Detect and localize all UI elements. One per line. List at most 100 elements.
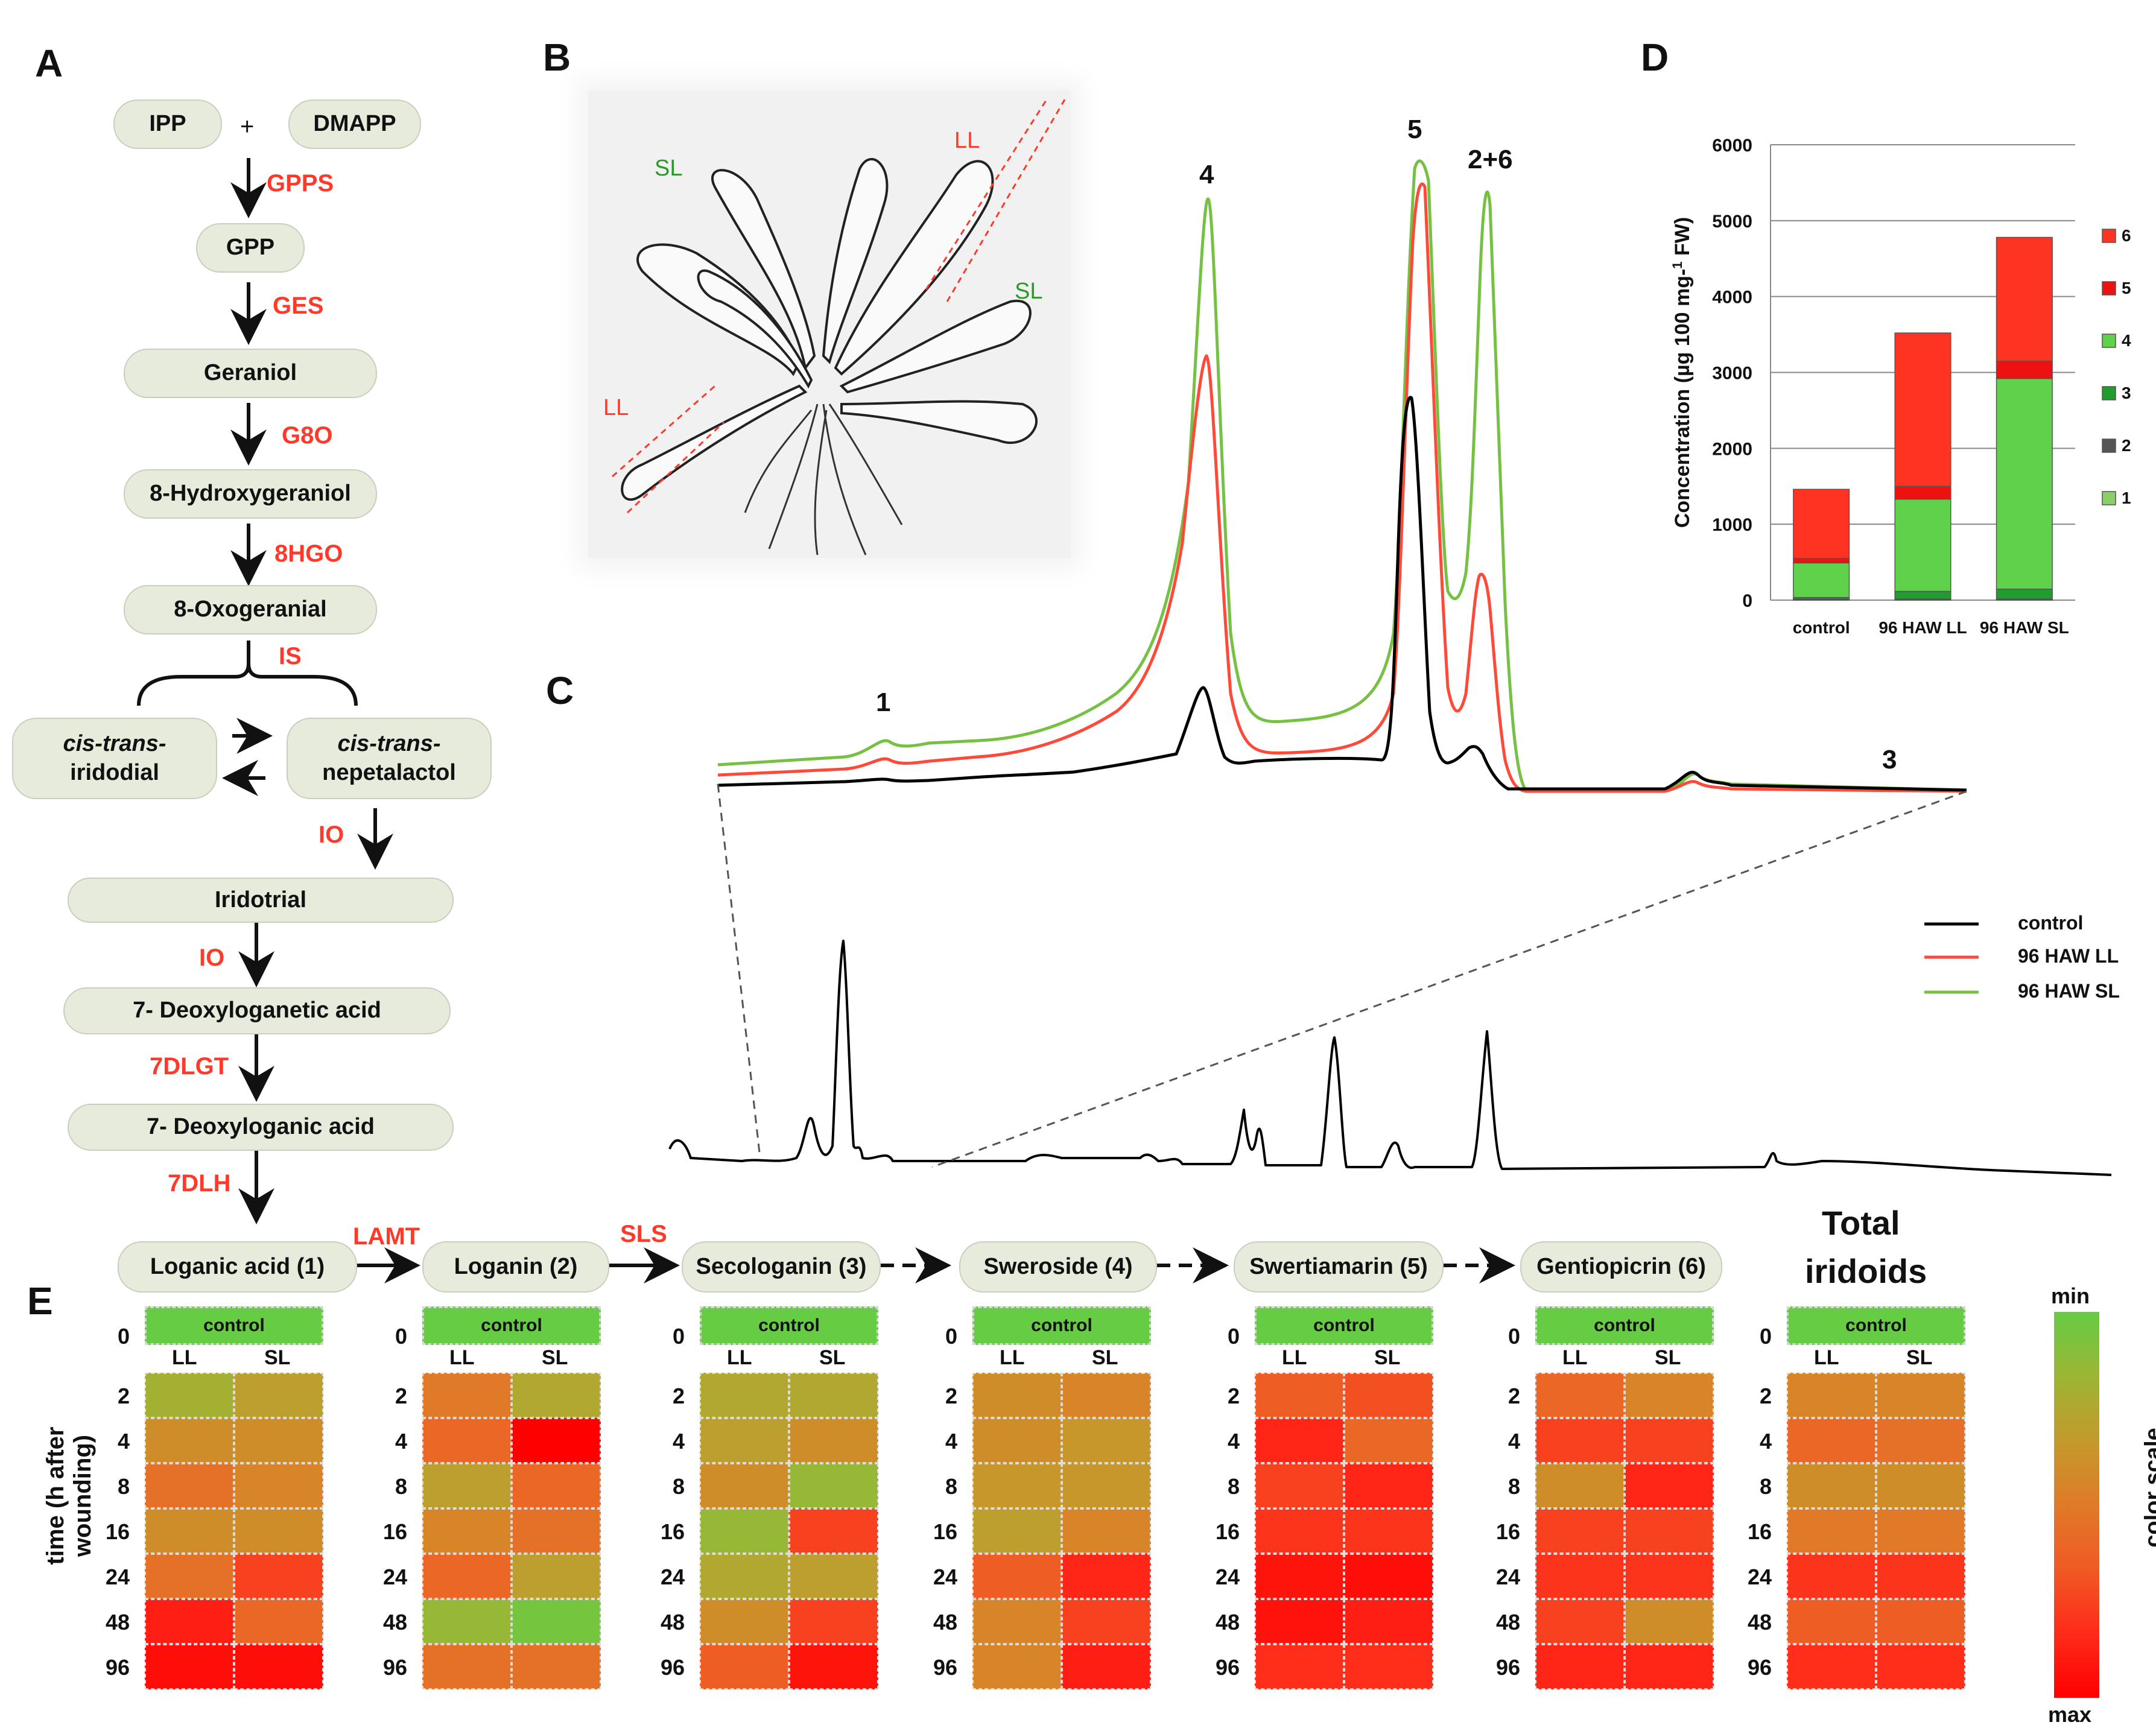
heatmap-4-cell-96-sl (1344, 1644, 1433, 1689)
heatmap-5-col-sl: SL (1655, 1346, 1681, 1369)
heatmap-2-row-label-8: 8 (672, 1474, 685, 1499)
heatmap-1-row-label-48: 48 (382, 1610, 407, 1634)
legend-label-4: 4 (2122, 331, 2131, 350)
heatmap-6-cell-16-sl (1876, 1508, 1965, 1554)
heatmap-5-row-label-4: 4 (1508, 1429, 1520, 1454)
heatmap-0-cell-8-ll (145, 1463, 234, 1508)
heatmap-4-cell-16-sl (1344, 1508, 1433, 1554)
node-ipp: IPP (113, 100, 222, 149)
heatmap-1-cell-2-sl (512, 1373, 601, 1418)
heatmap-0-cell-4-ll (145, 1418, 234, 1463)
heatmap-0-row-label-4: 4 (117, 1429, 130, 1454)
heatmap-4-row-label-96: 96 (1215, 1655, 1240, 1680)
color-scale-max: max (2048, 1702, 2092, 1727)
plant-illustration (588, 90, 1071, 558)
heatmap-3-cell-24-sl (1062, 1554, 1151, 1599)
heatmap-2-cell-4-ll (700, 1418, 789, 1463)
heatmap-6-row-label-4: 4 (1759, 1429, 1772, 1454)
heatmap-6-row-label-8: 8 (1759, 1474, 1772, 1499)
heatmap-0-cell-16-ll (145, 1508, 234, 1554)
compound-loganic-acid: Loganic acid (1) (118, 1241, 357, 1293)
heatmap-0-row-label-2: 2 (117, 1384, 130, 1408)
y-tick-label-6000: 6000 (1712, 136, 1752, 156)
heatmap-5-cell-4-ll (1535, 1418, 1625, 1463)
heatmap-5-cell-48-sl (1625, 1599, 1714, 1644)
iridodial-prefix: cis-trans- (63, 731, 166, 756)
heatmap-2-cell-16-sl (789, 1508, 878, 1554)
heatmap-6-cell-4-ll (1787, 1418, 1876, 1463)
trace-full-run (668, 940, 2112, 1176)
node-iridotrial: Iridotrial (68, 878, 454, 923)
heatmap-3-cell-2-sl (1062, 1373, 1151, 1418)
heatmap-1-cell-4-sl (512, 1418, 601, 1463)
x-tick-label-1: 96 HAW LL (1879, 618, 1967, 637)
heatmap-5-cell-24-sl (1625, 1554, 1714, 1599)
heatmap-1-cell-16-ll (422, 1508, 512, 1554)
legend-swatch-5 (2102, 281, 2116, 296)
heatmap-3-cell-4-sl (1062, 1418, 1151, 1463)
compound-secologanin: Secologanin (3) (682, 1241, 881, 1293)
color-scale-bar (2054, 1312, 2099, 1698)
heatmap-0-cell-2-ll (145, 1373, 234, 1418)
heatmap-4-cell-96-ll (1255, 1644, 1344, 1689)
heatmap-6-cell-4-sl (1876, 1418, 1965, 1463)
heatmap-1-cell-96-sl (512, 1644, 601, 1689)
heatmap-0-cell-96-sl (234, 1644, 323, 1689)
heatmap-4-cell-4-sl (1344, 1418, 1433, 1463)
heatmap-1-cell-48-ll (422, 1599, 512, 1644)
bar-96-HAW-SL-series-5 (1996, 360, 2053, 379)
enzyme-io-2: IO (199, 945, 225, 971)
bar-96-HAW-SL-series-6 (1996, 236, 2053, 362)
heatmap-2-cell-96-ll (700, 1644, 789, 1689)
legend-label-sl: 96 HAW SL (2018, 980, 2120, 1002)
heatmap-5-control-cell: control (1535, 1306, 1714, 1345)
panel-letter-a: A (35, 42, 63, 85)
heatmap-4-cell-24-ll (1255, 1554, 1344, 1599)
heatmap-2-row-label-24: 24 (660, 1565, 685, 1589)
node-hydroxygeraniol: 8-Hydroxygeraniol (124, 469, 377, 519)
panel-letter-b: B (543, 36, 571, 79)
chromatogram-legend (1924, 922, 1979, 994)
label-ll-left: LL (603, 395, 629, 420)
heatmap-5-row-label-16: 16 (1495, 1519, 1520, 1544)
heatmap-3-cell-96-sl (1062, 1644, 1151, 1689)
stacked-bar-chart: 0 1000 2000 3000 4000 5000 6000 control 96 HAW L… (1670, 136, 2131, 637)
heatmap-0-cell-48-sl (234, 1599, 323, 1644)
node-gpp: GPP (196, 223, 305, 273)
heatmap-4-cell-4-ll (1255, 1418, 1344, 1463)
heatmap-4-row-label-48: 48 (1215, 1610, 1240, 1634)
heatmap-1-cell-24-ll (422, 1554, 512, 1599)
heatmap-5-cell-2-ll (1535, 1373, 1625, 1418)
heatmap-2-cell-48-ll (700, 1599, 789, 1644)
heatmap-0-cell-48-ll (145, 1599, 234, 1644)
heatmap-3-cell-16-ll (972, 1508, 1062, 1554)
legend-label-2: 2 (2122, 436, 2131, 455)
heatmap-6-row-label-48: 48 (1747, 1610, 1772, 1634)
heatmap-2-cell-16-ll (700, 1508, 789, 1554)
heatmap-4-cell-2-ll (1255, 1373, 1344, 1418)
heatmap-0-cell-16-sl (234, 1508, 323, 1554)
heatmap-0-row-label-8: 8 (117, 1474, 130, 1499)
legend-label-6: 6 (2122, 226, 2131, 245)
heatmap-6-cell-96-ll (1787, 1644, 1876, 1689)
legend-label-3: 3 (2122, 384, 2131, 402)
enzyme-ges: GES (273, 293, 324, 319)
enzyme-7dlgt: 7DLGT (150, 1053, 229, 1080)
peak-label-4: 4 (1199, 160, 1214, 189)
heatmap-2-row-label-2: 2 (672, 1384, 685, 1408)
panel-letter-c: C (546, 669, 574, 712)
heatmap-3-row-label-8: 8 (945, 1474, 957, 1499)
heatmap-6-col-ll: LL (1814, 1346, 1839, 1369)
heatmap-2-row-label-0: 0 (672, 1324, 685, 1349)
heatmap-0-cell-24-ll (145, 1554, 234, 1599)
heatmap-total-title-line1: Total (1822, 1204, 1900, 1242)
heatmap-0-cell-8-sl (234, 1463, 323, 1508)
heatmap-5-cell-48-ll (1535, 1599, 1625, 1644)
heatmap-3-cell-8-sl (1062, 1463, 1151, 1508)
bar-control-series-4 (1793, 562, 1850, 598)
bar-96-HAW-LL-series-4 (1894, 498, 1951, 592)
panel-letter-d: D (1641, 36, 1669, 79)
heatmap-2-cell-96-sl (789, 1644, 878, 1689)
